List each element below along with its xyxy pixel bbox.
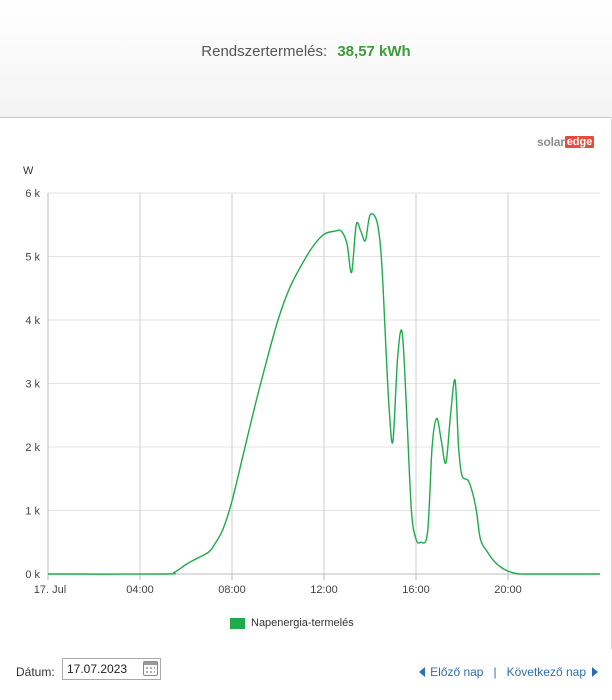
footer-bar: Dátum: Előző nap | Következő nap	[0, 656, 612, 686]
calendar-icon[interactable]	[143, 661, 158, 676]
logo-text-solar: solar	[537, 135, 565, 149]
date-label: Dátum:	[16, 665, 55, 679]
next-day-label: Következő nap	[506, 665, 586, 679]
x-tick-label: 20:00	[494, 584, 522, 596]
y-tick-label: 4 k	[25, 315, 40, 327]
next-day-link[interactable]: Következő nap	[507, 665, 598, 679]
date-input[interactable]	[62, 658, 161, 680]
y-tick-label: 2 k	[25, 442, 40, 454]
production-series-line	[47, 213, 600, 575]
y-tick-label: 1 k	[25, 506, 40, 518]
summary-panel: Rendszertermelés: 38,57 kWh	[0, 0, 612, 118]
arrow-right-icon	[592, 667, 598, 677]
x-tick-label: 16:00	[402, 584, 430, 596]
legend-label: Napenergia-termelés	[251, 617, 354, 629]
day-navigation: Előző nap | Következő nap	[419, 665, 598, 679]
x-tick-label: 08:00	[218, 584, 246, 596]
y-tick-label: 0 k	[25, 569, 40, 581]
chart-legend[interactable]: Napenergia-termelés	[230, 616, 354, 630]
x-tick-label: 17. Jul	[34, 584, 66, 596]
y-tick-label: 3 k	[25, 379, 40, 391]
solaredge-logo: solar edge	[537, 135, 595, 149]
y-tick-label: 5 k	[25, 252, 40, 264]
system-production-value: 38,57 kWh	[337, 43, 411, 60]
system-production-label: Rendszertermelés:	[201, 43, 328, 60]
logo-text-edge: edge	[564, 136, 595, 148]
x-tick-label: 04:00	[126, 584, 154, 596]
previous-day-label: Előző nap	[430, 665, 484, 679]
legend-swatch	[230, 617, 245, 629]
y-tick-label: 6 k	[25, 188, 40, 200]
production-chart: 0 k 1 k 2 k 3 k 4 k 5 k 6 k 17. Jul 04:00 08:00 12…	[23, 165, 600, 596]
x-tick-label: 12:00	[310, 584, 338, 596]
system-production-line: Rendszertermelés: 38,57 kWh	[0, 43, 612, 60]
nav-separator: |	[493, 665, 497, 679]
arrow-left-icon	[419, 667, 426, 677]
y-axis-label: W	[23, 165, 34, 177]
previous-day-link[interactable]: Előző nap	[419, 665, 483, 679]
